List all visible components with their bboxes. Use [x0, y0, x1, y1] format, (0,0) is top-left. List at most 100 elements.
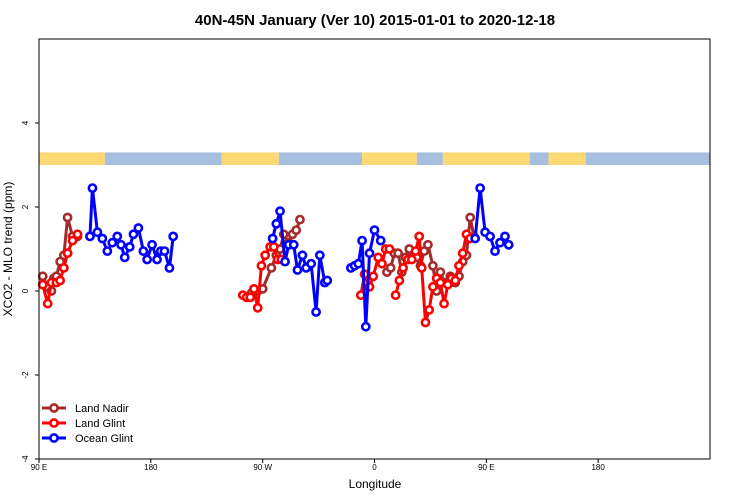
legend-label: Ocean Glint: [75, 433, 133, 445]
ocean-glint-point: [107, 237, 118, 248]
land-nadir-point: [291, 225, 302, 235]
legend-item-land-glint: Land Glint: [42, 418, 125, 430]
land-glint-series: [37, 229, 476, 328]
ocean-glint-point: [357, 235, 367, 246]
ocean-glint-point: [164, 262, 175, 273]
land-glint-point: [384, 244, 395, 254]
ocean-glint-point: [168, 231, 179, 242]
ocean-glint-point: [495, 237, 505, 248]
ocean-glint-point: [280, 256, 290, 267]
x-axis-label: Longitude: [349, 477, 402, 491]
land-glint-point: [260, 250, 271, 261]
ocean-glint-point: [119, 252, 130, 263]
ocean-glint-point: [360, 321, 371, 332]
ocean-glint-point: [306, 258, 317, 269]
ocean-mask-segment: [104, 152, 222, 165]
ocean-glint-point: [288, 239, 299, 250]
ocean-glint-point: [314, 250, 325, 261]
ocean-glint-point: [112, 231, 123, 242]
ocean-glint-point: [485, 231, 495, 242]
legend-item-ocean-glint: Ocean Glint: [42, 433, 133, 445]
chart-title: 40N-45N January (Ver 10) 2015-01-01 to 2…: [195, 12, 555, 29]
ocean-glint-point: [297, 250, 308, 261]
land-glint-point: [457, 248, 468, 259]
ocean-glint-point: [267, 233, 278, 244]
land-nadir-point: [266, 262, 277, 273]
ocean-glint-point: [147, 239, 157, 250]
y-axis: -4 -2 0 2 4: [21, 120, 39, 463]
ocean-glint-point: [87, 183, 98, 193]
land-mask-segment: [39, 152, 105, 165]
x-tick-label: 180: [144, 463, 158, 472]
land-mask-segment: [362, 152, 417, 165]
ocean-glint-point: [322, 275, 333, 286]
land-mask-segment: [221, 152, 279, 165]
ocean-glint-point: [102, 246, 113, 256]
x-axis: 90 E 180 90 W 0 90 E 180: [31, 459, 605, 472]
ocean-glint-point: [364, 248, 375, 259]
ocean-mask-segment: [529, 152, 549, 165]
land-glint-point: [398, 262, 408, 273]
legend: Land Nadir Land Glint Ocean Glint: [42, 403, 133, 445]
ocean-glint-point: [124, 241, 135, 252]
land-nadir-point: [295, 214, 305, 225]
legend-label: Land Nadir: [75, 403, 129, 415]
land-glint-point: [245, 292, 256, 303]
ocean-glint-line: [271, 209, 329, 314]
ocean-glint-point: [128, 229, 139, 240]
ocean-glint-point: [133, 223, 144, 233]
land-ocean-mask: [39, 152, 710, 165]
ocean-glint-point: [490, 246, 500, 256]
legend-swatch-point: [49, 403, 59, 413]
land-glint-point: [58, 262, 69, 273]
land-glint-point: [62, 248, 73, 259]
ocean-glint-point: [152, 254, 162, 265]
land-glint-point: [424, 304, 435, 315]
land-nadir-point: [465, 212, 476, 223]
land-glint-point: [37, 279, 48, 290]
ocean-glint-point: [159, 246, 170, 256]
land-mask-segment: [442, 152, 530, 165]
land-glint-point: [252, 302, 263, 313]
y-axis-label: XCO2 - MLO trend (ppm): [1, 182, 15, 317]
land-nadir-point: [423, 239, 433, 250]
ocean-mask-segment: [278, 152, 363, 165]
ocean-glint-point: [311, 307, 321, 317]
land-glint-point: [368, 271, 379, 282]
land-nadir-point: [62, 212, 73, 223]
x-tick-label: 180: [591, 463, 605, 472]
legend-swatch-point: [49, 418, 59, 428]
land-glint-point: [439, 298, 449, 309]
ocean-glint-point: [475, 183, 486, 193]
land-nadir-point: [393, 248, 404, 259]
ocean-glint-point: [142, 254, 153, 265]
ocean-glint-point: [138, 246, 149, 256]
ocean-glint-point: [85, 231, 95, 242]
land-glint-point: [420, 317, 431, 328]
x-tick-label: 0: [372, 463, 377, 472]
land-glint-point: [414, 231, 425, 242]
x-tick-label: 90 E: [31, 463, 47, 472]
ocean-glint-series: [85, 183, 514, 332]
ocean-glint-point: [97, 233, 108, 244]
land-glint-point: [377, 258, 387, 269]
y-tick-label: -2: [21, 371, 30, 379]
land-glint-point: [416, 262, 427, 273]
ocean-glint-point: [503, 239, 514, 250]
legend-swatch-point: [49, 433, 59, 443]
ocean-glint-point: [470, 233, 481, 244]
land-nadir-point: [428, 260, 438, 271]
land-glint-point: [249, 283, 259, 294]
ocean-glint-point: [116, 239, 126, 250]
ocean-glint-point: [292, 265, 303, 275]
land-glint-point: [256, 260, 267, 271]
x-tick-label: 90 E: [478, 463, 494, 472]
y-tick-label: 2: [21, 204, 30, 209]
ocean-glint-point: [369, 225, 380, 235]
land-glint-point: [435, 277, 446, 288]
ocean-glint-point: [275, 206, 285, 217]
land-glint-point: [390, 290, 401, 301]
ocean-mask-segment: [585, 152, 710, 165]
